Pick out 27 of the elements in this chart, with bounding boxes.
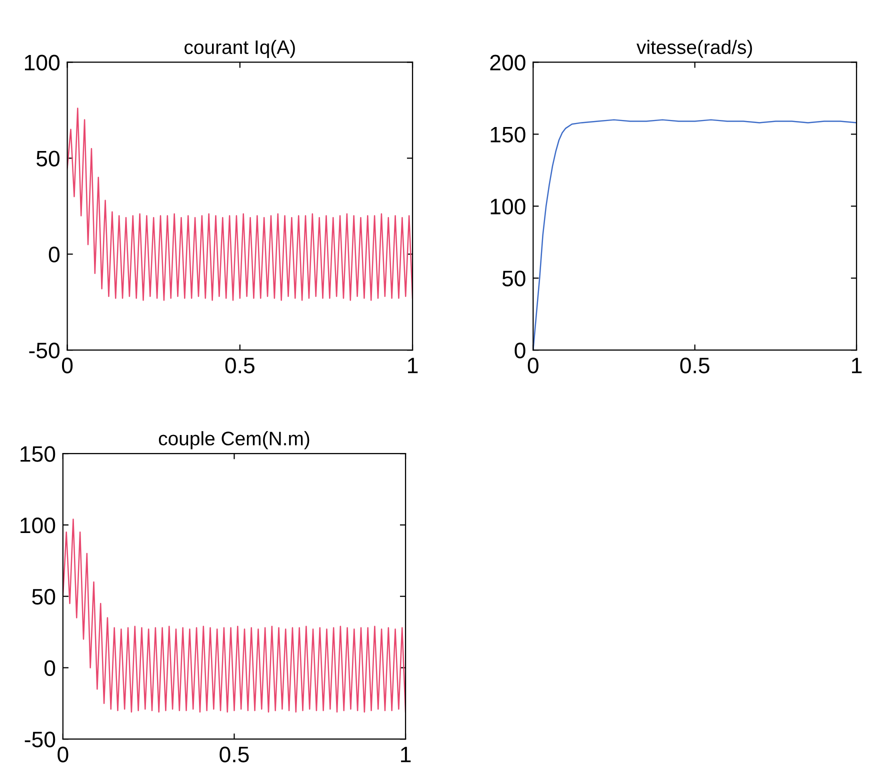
chart-title: vitesse(rad/s) (636, 40, 752, 58)
y-tick-label: 100 (20, 517, 56, 534)
x-tick-label: 0 (528, 358, 538, 374)
y-tick-label: 200 (490, 54, 526, 71)
line-series (67, 108, 413, 301)
y-tick-label: 150 (20, 446, 56, 462)
y-tick-label: -50 (29, 342, 60, 358)
y-tick-label: 150 (490, 126, 526, 142)
y-tick-label: 50 (502, 270, 526, 286)
x-tick-label: 1 (852, 358, 862, 374)
y-tick-label: 100 (24, 54, 60, 71)
y-tick-label: 50 (36, 150, 60, 166)
line-series (62, 518, 406, 713)
y-tick-label: 0 (514, 342, 526, 358)
chart-title: couple Cem(N.m) (158, 431, 310, 450)
y-tick-label: 0 (48, 246, 60, 262)
x-tick-label: 1 (401, 746, 411, 762)
x-tick-label: 0 (62, 358, 73, 374)
x-tick-label: 0.5 (220, 746, 249, 762)
chart-title: courant Iq(A) (184, 40, 295, 58)
x-tick-label: 0.5 (680, 358, 710, 374)
y-tick-label: 0 (44, 660, 56, 676)
x-tick-label: 0.5 (225, 358, 254, 374)
y-tick-label: 50 (32, 588, 56, 605)
y-tick-label: -50 (24, 732, 56, 748)
y-tick-label: 100 (490, 198, 526, 214)
x-tick-label: 1 (408, 358, 418, 374)
